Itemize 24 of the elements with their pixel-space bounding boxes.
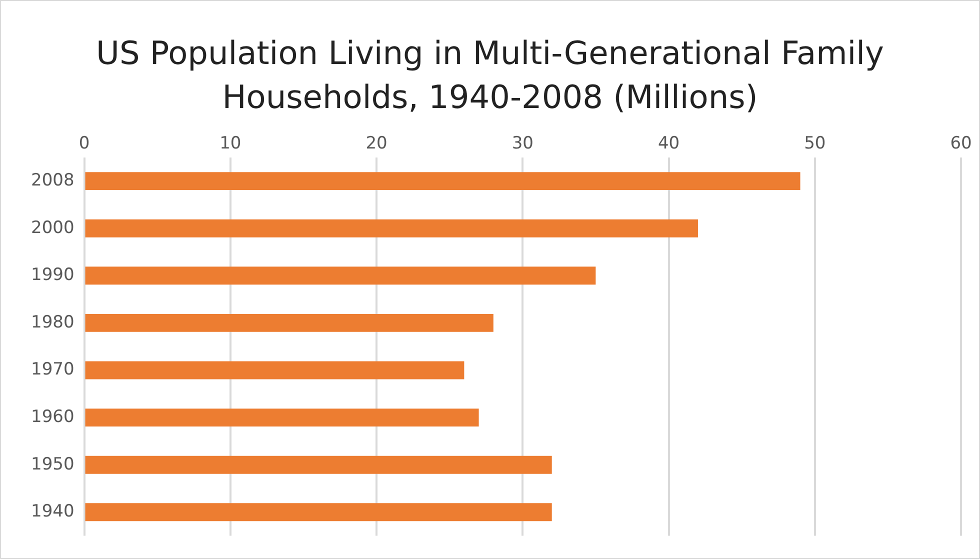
bar: [85, 503, 552, 522]
bar: [85, 219, 698, 238]
x-tick-label: 50: [804, 134, 826, 154]
bar: [85, 361, 464, 380]
bar: [85, 266, 596, 285]
bar: [85, 456, 552, 474]
y-tick-label: 2000: [31, 218, 74, 238]
x-tick-label: 40: [658, 134, 680, 154]
y-tick-label: 1980: [31, 312, 74, 332]
y-tick-label: 1990: [31, 265, 74, 286]
bar: [85, 172, 800, 190]
bar: [85, 408, 479, 427]
y-tick-label: 1950: [31, 454, 74, 474]
y-tick-label: 1970: [31, 360, 74, 380]
chart-title: US Population Living in Multi-Generational Family Households, 1940-2008 (Millions): [95, 33, 885, 118]
x-tick-label: 10: [220, 134, 242, 154]
x-tick-label: 30: [512, 134, 534, 154]
x-tick-label: 0: [78, 134, 90, 154]
y-tick-label: 2008: [31, 170, 74, 190]
bar: [85, 314, 494, 332]
x-tick-label: 20: [366, 134, 388, 154]
x-tick-label: 60: [950, 134, 972, 154]
y-tick-label: 1960: [31, 406, 74, 427]
y-tick-label: 1940: [31, 502, 74, 522]
